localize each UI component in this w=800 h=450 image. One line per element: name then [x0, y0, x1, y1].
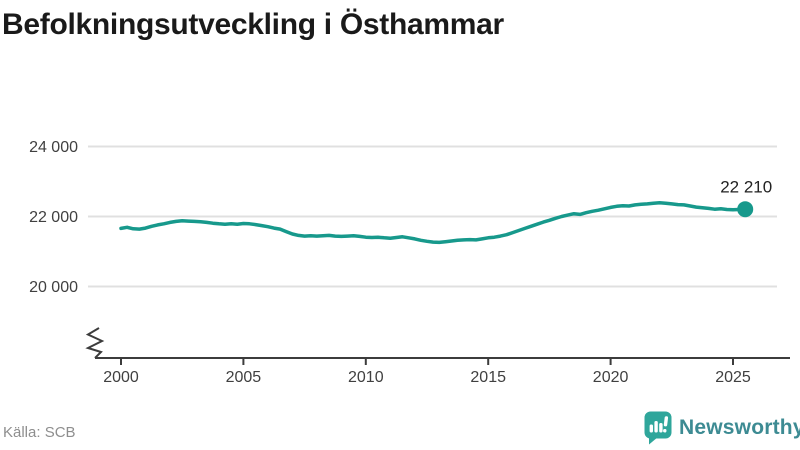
x-axis-tick-label: 2020: [593, 369, 629, 386]
latest-value-dot: [737, 201, 754, 218]
x-axis-tick-label: 2010: [348, 369, 384, 386]
logo-bar-chart-glyph: [649, 421, 663, 433]
source-label: Källa: SCB: [3, 424, 76, 441]
y-axis-tick-label: 20 000: [29, 279, 78, 296]
logo-exclamation-glyph: [663, 416, 669, 433]
y-axis-tick-label: 22 000: [29, 209, 78, 226]
y-axis-break-icon: [85, 327, 105, 359]
page-title: Befolkningsutveckling i Östhammar: [2, 8, 504, 41]
newsworthy-logo-icon: [644, 411, 672, 445]
latest-value-label: 22 210: [720, 178, 772, 197]
x-axis-tick-label: 2015: [470, 369, 506, 386]
brand-logo: Newsworthy: [644, 411, 800, 445]
y-axis-tick-label: 24 000: [29, 139, 78, 156]
x-axis-tick-label: 2000: [103, 369, 139, 386]
brand-name: Newsworthy: [679, 416, 800, 439]
logo-bubble-tail: [649, 437, 658, 445]
x-axis-tick-label: 2025: [715, 369, 751, 386]
population-line: [119, 201, 747, 245]
logo-bubble-shape: [644, 411, 672, 439]
x-axis-tick-label: 2005: [226, 369, 262, 386]
